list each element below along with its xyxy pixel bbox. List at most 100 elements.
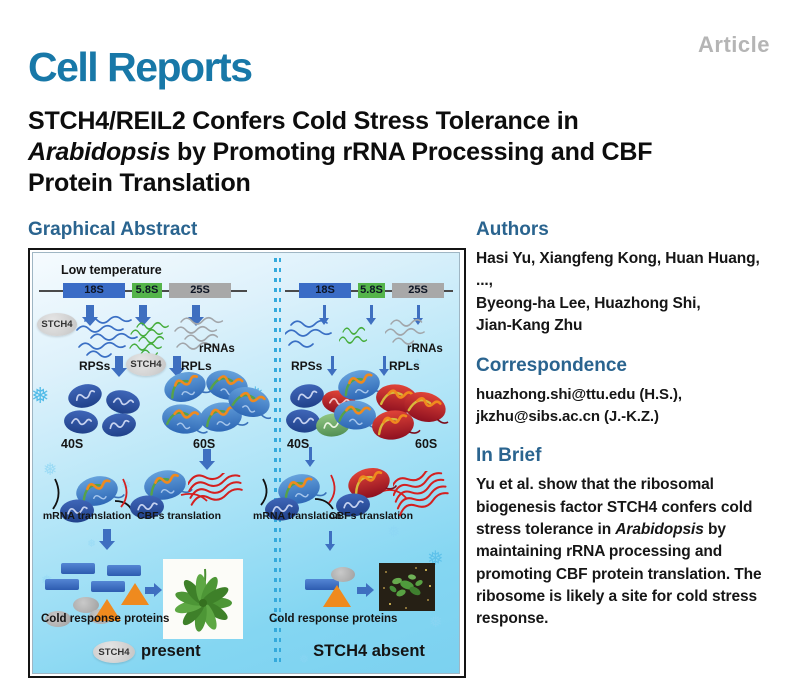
authors-line: Jian-Kang Zhu <box>476 316 583 334</box>
cold-protein-triangle <box>121 583 149 605</box>
stch4-protein-badge: STCH4 <box>37 313 77 336</box>
assembly-arrow-icon <box>169 356 185 377</box>
healthy-plant-photo <box>163 559 243 639</box>
rpss-label: RPSs <box>79 359 111 373</box>
result-arrow-icon <box>357 583 374 597</box>
cbfs-translation-label: CBFs translation <box>136 510 221 522</box>
rpls-label: RPLs <box>389 359 420 373</box>
cold-protein-oval <box>331 567 355 582</box>
rna-waves-gray <box>174 316 224 350</box>
stch4-absent-label: STCH4 absent <box>313 642 425 660</box>
title-line-2: Arabidopsis by Promoting rRNA Processing… <box>28 137 772 168</box>
title-italic-species: Arabidopsis <box>28 138 171 166</box>
gene-segment-5-8s: 5.8S <box>132 283 162 298</box>
ribosome-60s-cluster <box>159 369 271 439</box>
journal-logo: Cell Reports <box>28 44 253 90</box>
graphical-abstract-figure: ❅ ❅ ❅ ❅ ❅ ❅ ❅ ❅ ❅ ❅ ❅ ❅ ❅ ❅ ❅ Low temp <box>28 248 466 678</box>
correspondence-heading: Correspondence <box>476 355 627 377</box>
cbf-mrna-bundle <box>393 471 449 517</box>
flow-arrow-icon <box>305 447 315 467</box>
cold-protein-rect <box>305 579 339 590</box>
cbf-mrna-bundle <box>188 473 243 506</box>
cbfs-translation-ribosome <box>120 467 208 521</box>
stch4-protein-badge: STCH4 <box>93 641 135 663</box>
ribosome-40s-cluster <box>62 381 143 439</box>
in-brief-text-end: by maintaining rRNA processing and promo… <box>476 521 762 628</box>
summary-column: Authors Hasi Yu, Xiangfeng Kong, Huan Hu… <box>476 219 772 678</box>
rpls-label: RPLs <box>181 359 212 373</box>
cbfs-translation-label: CBFs translation <box>328 510 413 522</box>
flow-arrow-icon <box>99 529 115 550</box>
dying-plant-photo <box>379 563 435 611</box>
60s-label: 60S <box>193 437 216 451</box>
transcription-arrow-icon <box>135 305 151 326</box>
page: Article Cell Reports STCH4/REIL2 Confers… <box>28 0 772 678</box>
snowflake-icon: ❅ <box>429 614 443 631</box>
snowflake-icon: ❅ <box>299 652 310 666</box>
snowflake-icon: ❅ <box>387 524 401 541</box>
title-line-3: Protein Translation <box>28 169 251 197</box>
stch4-protein-badge: STCH4 <box>126 353 166 376</box>
authors-section: Authors Hasi Yu, Xiangfeng Kong, Huan Hu… <box>476 219 772 337</box>
snowflake-icon: ❅ <box>87 538 97 550</box>
in-brief-text: Yu et al. show that the ribosomal biogen… <box>476 474 772 630</box>
in-brief-text-start: Yu et al. show that the ribosomal biogen… <box>476 476 753 539</box>
authors-line: Byeong-ha Lee, Huazhong Shi, <box>476 294 701 312</box>
ribosome-60s-cluster-defective <box>333 367 449 443</box>
article-type-label: Article <box>698 32 770 57</box>
cold-protein-oval <box>73 597 99 613</box>
cold-protein-rect <box>45 579 79 590</box>
page-header: Article Cell Reports <box>28 30 772 92</box>
rpss-label: RPSs <box>291 359 323 373</box>
result-arrow-icon <box>145 583 162 597</box>
graphical-abstract-column: Graphical Abstract ❅ ❅ ❅ ❅ ❅ ❅ ❅ ❅ ❅ <box>28 219 466 678</box>
mrna-translation-label: mRNA translation <box>42 510 132 522</box>
snowflake-icon: ❅ <box>32 383 50 408</box>
rna-waves-gray <box>385 318 425 345</box>
rna-waves-green <box>339 326 368 344</box>
figure-canvas: ❅ ❅ ❅ ❅ ❅ ❅ ❅ ❅ ❅ ❅ ❅ ❅ ❅ ❅ ❅ Low temp <box>32 252 460 674</box>
flow-arrow-icon <box>199 449 215 470</box>
rrnas-label: rRNAs <box>407 343 443 355</box>
low-temperature-label: Low temperature <box>61 263 162 277</box>
mrna-translation-label: mRNA translation <box>253 510 342 522</box>
transcription-arrow-icon <box>413 305 423 325</box>
panel-divider-dashed <box>274 258 277 667</box>
gene-segment-18s: 18S <box>63 283 125 298</box>
40s-label: 40S <box>287 437 310 451</box>
in-brief-section: In Brief Yu et al. show that the ribosom… <box>476 445 772 630</box>
assembly-arrow-icon <box>379 356 389 376</box>
correspondence-section: Correspondence huazhong.shi@ttu.edu (H.S… <box>476 355 772 427</box>
cold-protein-triangle <box>93 599 121 621</box>
flow-arrow-icon <box>325 531 335 551</box>
mrna-translation-ribosome <box>260 471 334 523</box>
rna-waves-blue <box>285 319 332 348</box>
snowflake-icon: ❅ <box>43 460 58 479</box>
rrnas-label: rRNAs <box>199 343 235 355</box>
title-line-1: STCH4/REIL2 Confers Cold Stress Toleranc… <box>28 107 579 135</box>
snowflake-icon: ❅ <box>413 358 422 369</box>
stch4-present-label: present <box>141 642 201 660</box>
correspondence-email-link[interactable]: huazhong.shi@ttu.edu (H.S.), <box>476 386 682 404</box>
cold-protein-rect <box>91 581 125 592</box>
in-brief-heading: In Brief <box>476 445 542 467</box>
cold-protein-rect <box>107 565 141 576</box>
cold-protein-triangle <box>323 585 351 607</box>
assembly-arrow-icon <box>327 356 337 376</box>
transcription-arrow-icon <box>82 305 98 326</box>
paper-title: STCH4/REIL2 Confers Cold Stress Toleranc… <box>28 106 772 199</box>
gene-segment-18s: 18S <box>299 283 351 298</box>
authors-line: Hasi Yu, Xiangfeng Kong, Huan Huang, ...… <box>476 250 760 290</box>
60s-label: 60S <box>415 437 438 451</box>
transcription-arrow-icon <box>188 305 204 326</box>
in-brief-italic-species: Arabidopsis <box>615 521 704 539</box>
cold-protein-rect <box>61 563 95 574</box>
40s-label: 40S <box>61 437 84 451</box>
cold-protein-oval <box>45 611 71 627</box>
title-line-2-rest: by Promoting rRNA Processing and CBF <box>170 138 653 166</box>
correspondence-email-link[interactable]: jkzhu@sibs.ac.cn (J.-K.Z.) <box>476 407 659 425</box>
rna-waves-blue <box>76 315 138 358</box>
assembly-arrow-icon <box>111 356 127 377</box>
panel-divider-dashed <box>278 258 282 667</box>
graphical-abstract-heading: Graphical Abstract <box>28 219 198 240</box>
